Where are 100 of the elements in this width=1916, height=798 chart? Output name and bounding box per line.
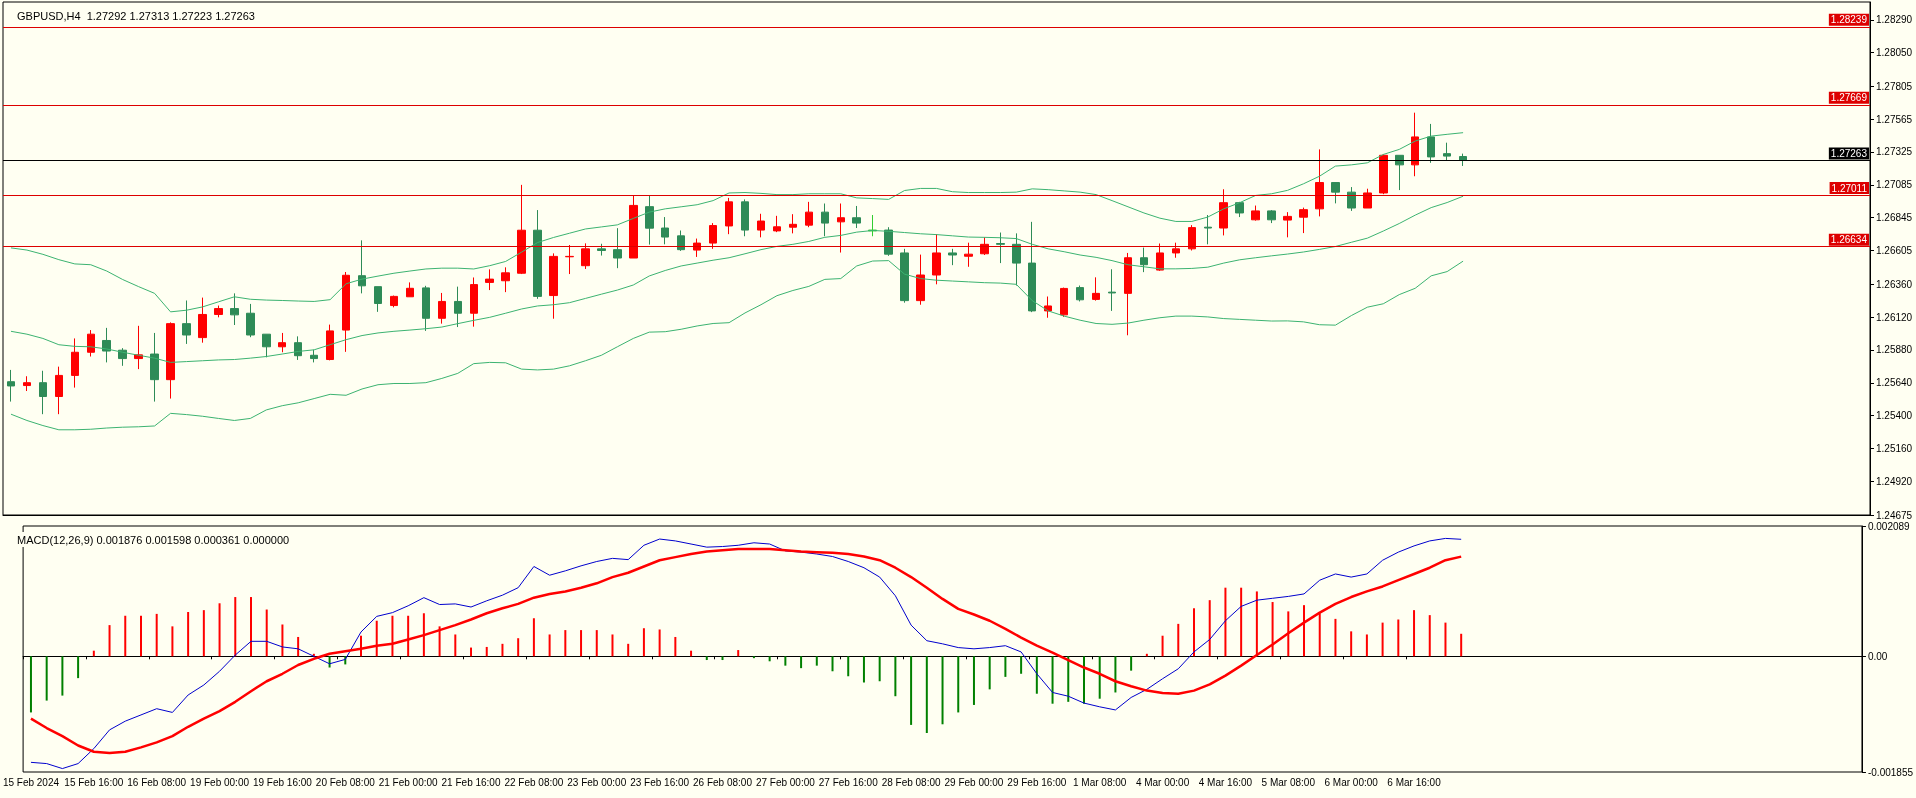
candlestick — [485, 268, 494, 291]
x-tick-label: 16 Feb 08:00 — [127, 776, 187, 788]
y-tick-label: 1.27085 — [1876, 179, 1913, 191]
bar — [391, 615, 394, 657]
candlestick — [1028, 221, 1036, 313]
candlestick — [1267, 209, 1276, 224]
bar — [422, 613, 425, 657]
candlestick — [7, 369, 15, 403]
candlestick — [1060, 287, 1068, 318]
candlestick — [1076, 285, 1084, 302]
candlestick — [1427, 123, 1435, 164]
bar — [972, 656, 975, 705]
candlestick — [1188, 224, 1196, 251]
bar — [1035, 656, 1038, 694]
candlestick — [661, 216, 669, 245]
y-tick-label: -0.001855 — [1867, 766, 1914, 778]
candlestick — [326, 324, 334, 361]
text: MACD(12,26,9) 0.001876 0.001598 0.000361 0.000000 — [17, 533, 290, 546]
candlestick — [71, 337, 79, 389]
candlestick — [246, 303, 255, 338]
candlestick — [1283, 211, 1292, 238]
x-tick-label: 4 Mar 16:00 — [1198, 776, 1253, 788]
bar — [831, 656, 834, 672]
y-tick-label: 1.26605 — [1876, 245, 1913, 257]
candlestick — [645, 194, 654, 246]
bar — [249, 597, 252, 657]
candlestick — [996, 232, 1005, 264]
candlestick — [597, 243, 606, 257]
bar — [580, 630, 583, 657]
candlestick — [406, 281, 414, 298]
bar — [1240, 587, 1243, 657]
y-tick-label: 1.27565 — [1876, 113, 1913, 125]
ref-line-label: 1.27011 — [1831, 182, 1868, 194]
x-tick-label: 5 Mar 08:00 — [1261, 776, 1316, 788]
bar — [438, 626, 441, 657]
candlestick — [805, 201, 813, 228]
bar — [454, 634, 457, 657]
bar — [1130, 656, 1133, 671]
bar — [1255, 591, 1258, 657]
candlestick — [789, 213, 797, 234]
candlestick — [1347, 186, 1356, 212]
bar — [1287, 611, 1290, 657]
bar — [77, 656, 80, 679]
bar — [1350, 631, 1353, 657]
bar — [894, 656, 897, 697]
bar — [265, 609, 268, 657]
candlestick — [1315, 148, 1324, 217]
candlestick — [1251, 205, 1260, 222]
y-tick-label: 1.24920 — [1876, 475, 1913, 487]
bar — [1193, 608, 1195, 657]
bar — [328, 656, 331, 668]
bar — [1051, 656, 1054, 704]
y-tick-label: 1.27805 — [1876, 80, 1913, 92]
bar — [925, 656, 928, 734]
x-tick-label: 15 Feb 2024 — [2, 776, 60, 788]
ref-line-label: 1.27263 — [1830, 147, 1868, 159]
bar — [910, 656, 913, 725]
bar — [29, 656, 32, 713]
y-tick-label: 1.28050 — [1876, 47, 1913, 59]
y-tick-label: 1.25160 — [1876, 443, 1913, 455]
x-tick-label: 19 Feb 16:00 — [252, 776, 313, 788]
candlestick — [677, 229, 685, 252]
y-tick-label: 1.25640 — [1876, 377, 1913, 389]
candlestick — [581, 242, 590, 270]
bar — [61, 656, 64, 696]
bar — [155, 613, 158, 657]
candlestick — [1092, 276, 1100, 302]
x-tick-label: 21 Feb 00:00 — [378, 776, 439, 788]
x-tick-label: 27 Feb 16:00 — [818, 776, 879, 788]
y-tick-label: 1.25400 — [1876, 410, 1913, 422]
bar — [988, 656, 991, 690]
bar — [517, 638, 520, 657]
bar — [800, 656, 803, 669]
bar — [705, 656, 708, 661]
bar — [1020, 656, 1023, 674]
x-tick-label: 22 Feb 08:00 — [504, 776, 564, 788]
x-tick-label: 23 Feb 00:00 — [567, 776, 627, 788]
candlestick — [358, 239, 366, 294]
candlestick — [1235, 201, 1244, 218]
bar — [375, 620, 378, 657]
candlestick — [964, 242, 973, 268]
candlestick — [1299, 207, 1308, 234]
candlestick — [757, 213, 765, 238]
bar — [1444, 622, 1447, 657]
candlestick — [470, 276, 478, 328]
candlestick — [278, 332, 286, 353]
ref-line-label: 1.26634 — [1830, 234, 1868, 246]
bar — [1460, 633, 1463, 657]
bar — [690, 650, 693, 657]
bar — [642, 628, 645, 657]
bar — [1413, 610, 1416, 657]
candlestick — [198, 297, 207, 344]
candlestick — [884, 226, 893, 257]
bar — [1397, 619, 1400, 657]
bar — [202, 610, 205, 657]
y-tick-label: 0.002089 — [1867, 520, 1911, 532]
x-tick-label: 29 Feb 00:00 — [944, 776, 1004, 788]
candlestick — [87, 329, 95, 358]
candlestick — [454, 286, 462, 328]
bar — [862, 656, 865, 683]
